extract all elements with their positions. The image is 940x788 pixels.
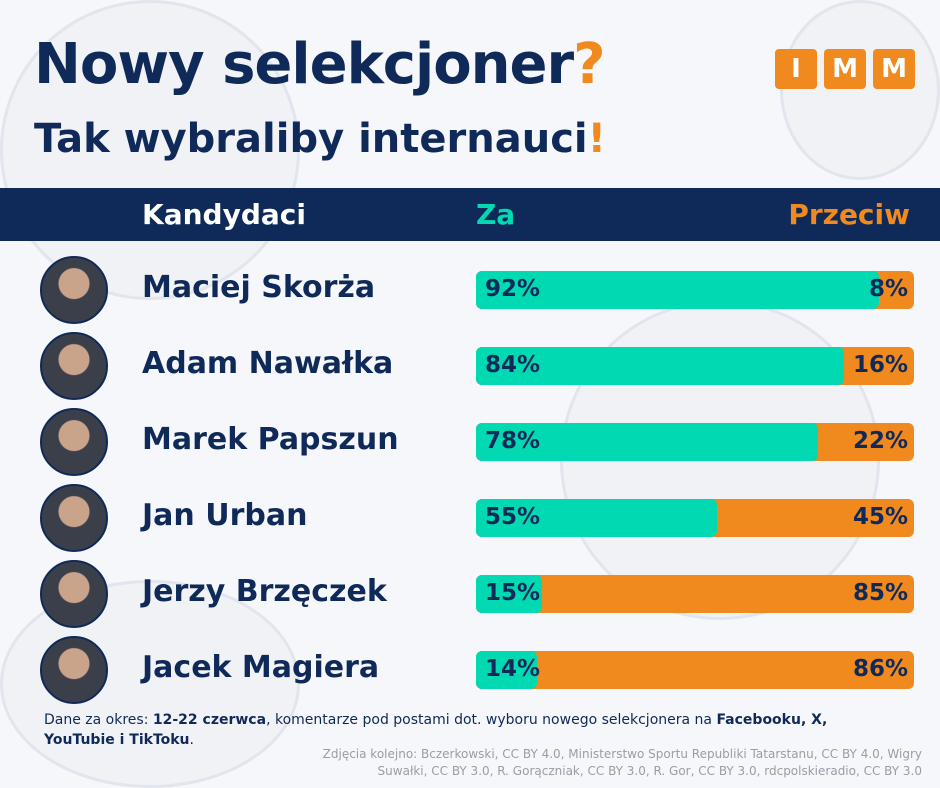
footer-note: Dane za okres: 12-22 czerwca, komentarze…: [44, 712, 828, 748]
candidate-name: Adam Nawałka: [142, 346, 394, 381]
stacked-bar: 55% 45%: [476, 499, 914, 537]
stacked-bar: 14% 86%: [476, 651, 914, 689]
football-decoration: [0, 0, 300, 300]
label-za: 55%: [485, 504, 541, 530]
label-przeciw: 8%: [868, 276, 908, 302]
candidate-name: Marek Papszun: [142, 422, 399, 457]
bar-za: [476, 651, 538, 689]
label-przeciw: 16%: [852, 352, 908, 378]
candidate-row: Maciej Skorża 92% 8%: [0, 256, 940, 332]
candidate-row: Adam Nawałka 84% 16%: [0, 332, 940, 408]
table-header: Kandydaci Za Przeciw: [0, 188, 940, 241]
candidate-row: Jerzy Brzęczek 15% 85%: [0, 560, 940, 636]
football-decoration: [780, 0, 940, 180]
candidate-row: Jacek Magiera 14% 86%: [0, 636, 940, 712]
candidate-name: Jan Urban: [142, 498, 308, 533]
bar-za: [476, 347, 844, 385]
label-za: 84%: [485, 352, 541, 378]
label-przeciw: 86%: [852, 656, 908, 682]
candidate-photo: [40, 636, 108, 704]
photo-credits: Zdjęcia kolejno: Bczerkowski, CC BY 4.0,…: [322, 747, 922, 778]
page-title: Nowy selekcjoner?: [34, 32, 606, 97]
candidate-name: Jacek Magiera: [142, 650, 380, 685]
label-za: 92%: [485, 276, 541, 302]
bar-za: [476, 575, 542, 613]
stacked-bar: 78% 22%: [476, 423, 914, 461]
candidate-photo: [40, 256, 108, 324]
stacked-bar: 84% 16%: [476, 347, 914, 385]
candidate-name: Jerzy Brzęczek: [142, 574, 387, 609]
candidate-photo: [40, 408, 108, 476]
bar-za: [476, 499, 717, 537]
candidate-photo: [40, 484, 108, 552]
candidate-photo: [40, 332, 108, 400]
bar-za: [476, 271, 879, 309]
label-przeciw: 45%: [852, 504, 908, 530]
label-przeciw: 85%: [852, 580, 908, 606]
header-przeciw: Przeciw: [788, 198, 910, 231]
bar-za: [476, 423, 818, 461]
label-przeciw: 22%: [852, 428, 908, 454]
stacked-bar: 15% 85%: [476, 575, 914, 613]
candidate-photo: [40, 560, 108, 628]
page-subtitle: Tak wybraliby internauci!: [34, 116, 606, 162]
candidate-name: Maciej Skorża: [142, 270, 376, 305]
header-za: Za: [476, 198, 516, 231]
header-candidates: Kandydaci: [142, 198, 306, 231]
stacked-bar: 92% 8%: [476, 271, 914, 309]
label-za: 78%: [485, 428, 541, 454]
candidate-row: Jan Urban 55% 45%: [0, 484, 940, 560]
label-za: 14%: [485, 656, 541, 682]
candidate-row: Marek Papszun 78% 22%: [0, 408, 940, 484]
label-za: 15%: [485, 580, 541, 606]
